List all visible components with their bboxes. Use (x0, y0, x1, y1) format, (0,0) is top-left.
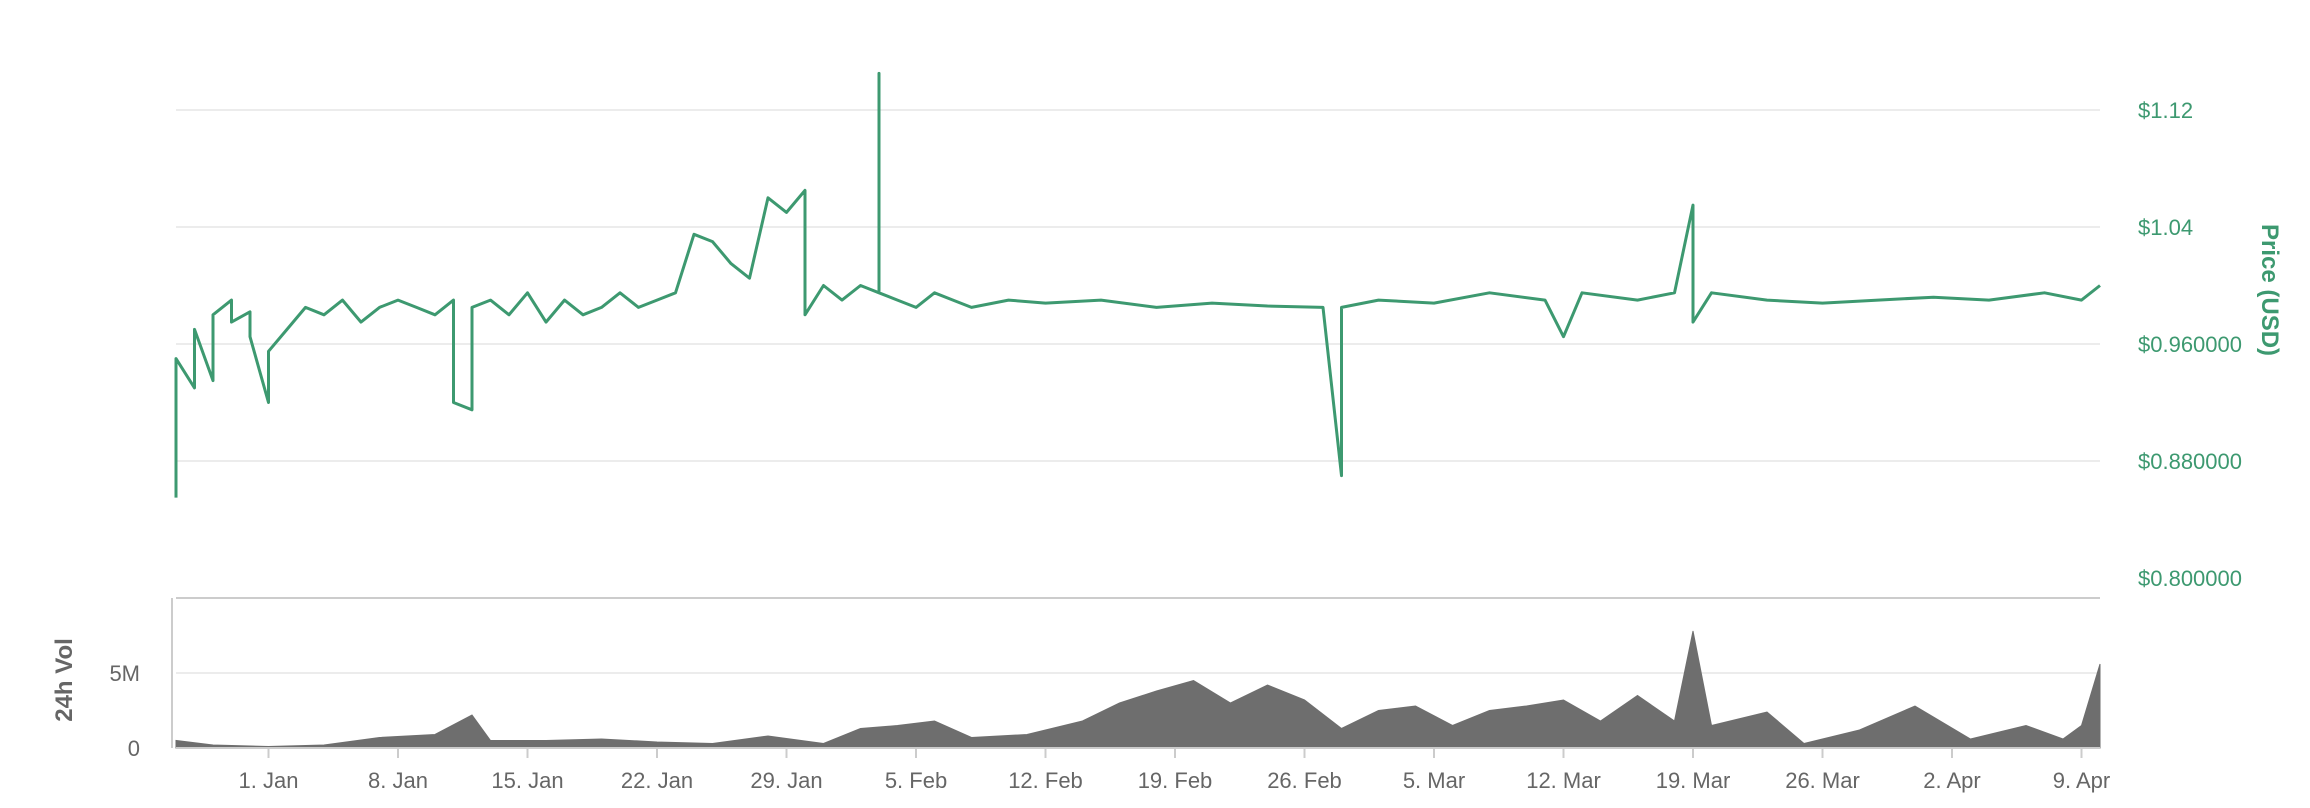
volume-tick-label: 5M (109, 661, 140, 686)
x-tick-label: 26. Feb (1267, 768, 1342, 793)
x-tick-label: 9. Apr (2053, 768, 2110, 793)
price-tick-label: $1.12 (2138, 98, 2193, 123)
x-tick-label: 5. Feb (885, 768, 947, 793)
price-line (174, 71, 2101, 498)
grid-lines (176, 109, 2100, 674)
price-series (174, 71, 2101, 498)
price-tick-label: $0.880000 (2138, 449, 2242, 474)
x-tick-label: 12. Mar (1526, 768, 1601, 793)
price-tick-label: $1.04 (2138, 215, 2193, 240)
x-tick-label: 22. Jan (621, 768, 693, 793)
x-tick-label: 26. Mar (1785, 768, 1860, 793)
volume-tick-label: 0 (128, 736, 140, 761)
price-axis-title: Price (USD) (2256, 224, 2283, 356)
x-tick-label: 12. Feb (1008, 768, 1083, 793)
volume-area (175, 630, 2101, 749)
x-tick-label: 19. Feb (1138, 768, 1213, 793)
axes: $0.800000 $0.880000 $0.960000 $1.04 $1.12 0 5M… (109, 98, 2242, 793)
x-tick-label: 2. Apr (1923, 768, 1980, 793)
x-tick-label: 15. Jan (491, 768, 563, 793)
volume-axis-title: 24h Vol (51, 638, 78, 722)
x-tick-label: 5. Mar (1403, 768, 1465, 793)
x-tick-label: 29. Jan (750, 768, 822, 793)
volume-series (175, 630, 2101, 749)
x-tick-label: 1. Jan (239, 768, 299, 793)
x-tick-label: 19. Mar (1656, 768, 1731, 793)
x-tick-label: 8. Jan (368, 768, 428, 793)
price-tick-label: $0.800000 (2138, 566, 2242, 591)
price-tick-label: $0.960000 (2138, 332, 2242, 357)
